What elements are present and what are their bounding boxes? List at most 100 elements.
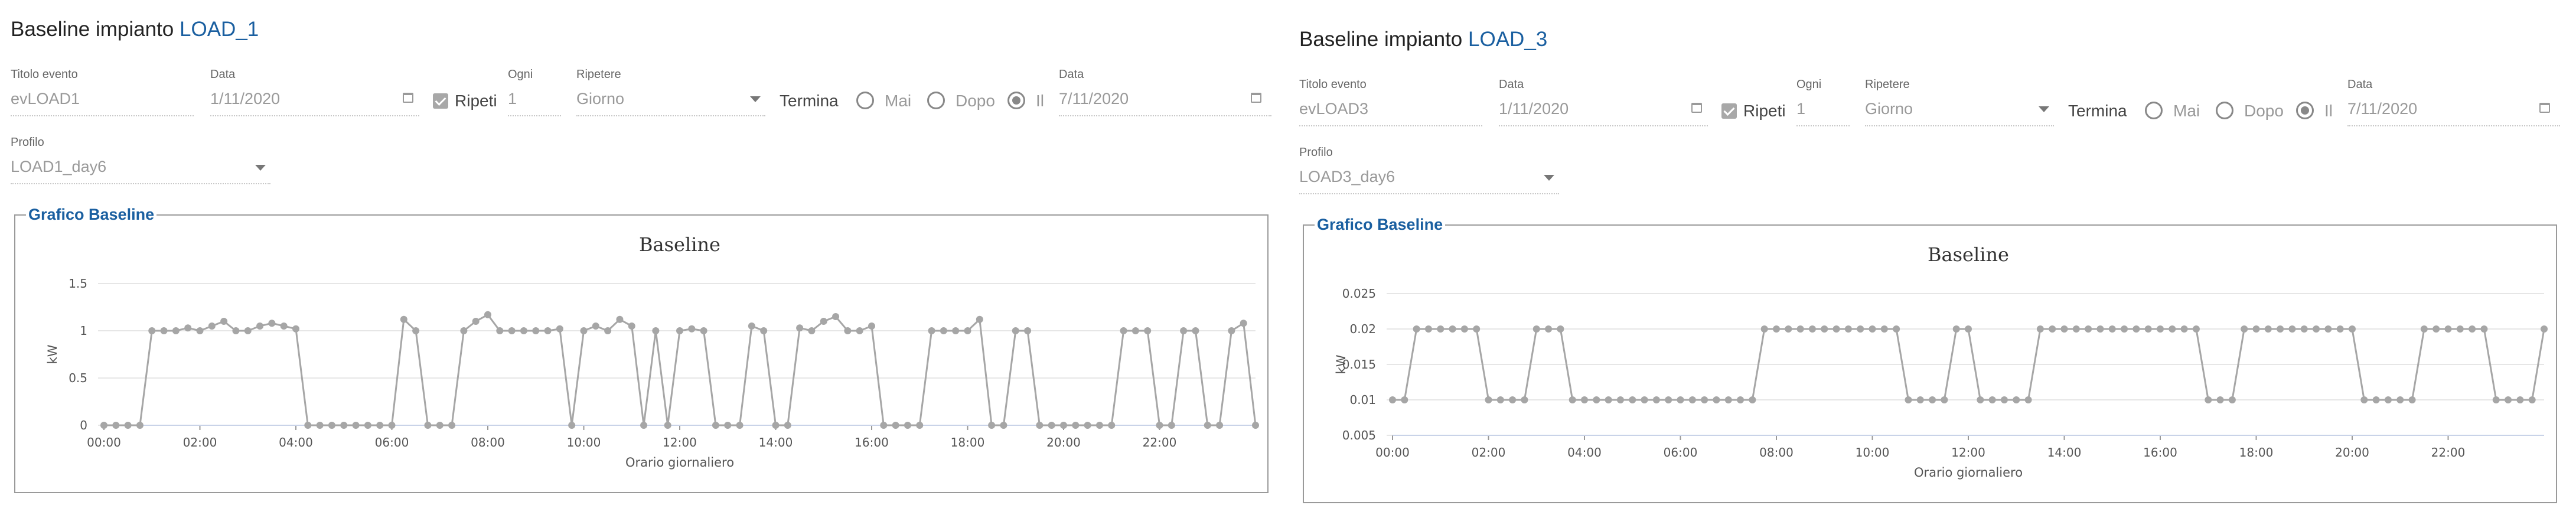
repeat-unit-select[interactable]: Giorno — [1865, 100, 1913, 118]
data-point — [2096, 325, 2104, 333]
data-point — [1677, 396, 1684, 403]
ends-after-radio[interactable] — [2216, 102, 2233, 119]
data-point — [1473, 325, 1481, 333]
y-tick-label: 0.025 — [1342, 286, 1376, 301]
profile-select[interactable]: LOAD1_day6 — [11, 158, 107, 175]
data-point — [1252, 422, 1259, 429]
y-tick-label: 0.5 — [69, 371, 87, 385]
data-point — [1581, 396, 1588, 403]
data-point — [2480, 325, 2488, 333]
data-point — [2144, 325, 2152, 333]
x-tick-label: 06:00 — [1664, 445, 1698, 460]
end-date-label: Data — [2347, 78, 2373, 91]
data-point — [2024, 396, 2032, 403]
data-point — [520, 327, 527, 334]
data-point — [1713, 396, 1720, 403]
data-point — [1844, 325, 1852, 333]
data-point — [100, 422, 107, 429]
data-point — [676, 327, 683, 334]
data-point — [796, 324, 804, 332]
ends-after-radio[interactable] — [927, 92, 945, 109]
x-tick-label: 06:00 — [375, 435, 409, 449]
data-point — [724, 422, 732, 429]
data-point — [772, 422, 780, 429]
repeat-unit-underline — [576, 115, 765, 116]
panel-title: Baseline impianto LOAD_1 — [11, 18, 259, 41]
data-point — [2085, 325, 2092, 333]
ends-never-radio[interactable] — [2145, 102, 2163, 119]
data-point — [1593, 396, 1600, 403]
data-point — [592, 322, 599, 330]
y-tick-label: 1.5 — [69, 276, 87, 291]
data-point — [1701, 396, 1708, 403]
data-point — [580, 327, 588, 334]
data-point — [124, 422, 132, 429]
data-point — [736, 422, 744, 429]
calendar-icon[interactable] — [2539, 103, 2550, 113]
x-tick-label: 20:00 — [2335, 445, 2369, 460]
data-point — [988, 422, 996, 429]
x-axis-label: Orario giornaliero — [1914, 465, 2023, 480]
repeat-checkbox[interactable] — [1721, 103, 1737, 119]
x-tick-label: 22:00 — [2431, 445, 2466, 460]
x-tick-label: 12:00 — [1951, 445, 1985, 460]
chart-title: Baseline — [639, 233, 720, 256]
repeat-checkbox[interactable] — [433, 93, 448, 109]
start-date-underline — [1499, 125, 1708, 126]
profile-select[interactable]: LOAD3_day6 — [1299, 168, 1395, 185]
data-point — [2072, 325, 2080, 333]
data-point — [1869, 325, 1876, 333]
start-date-input[interactable]: 1/11/2020 — [1499, 100, 1569, 118]
every-input[interactable]: 1 — [508, 90, 517, 107]
end-date-input[interactable]: 7/11/2020 — [2347, 100, 2418, 118]
data-point — [1024, 327, 1032, 334]
calendar-icon[interactable] — [1691, 103, 1702, 113]
every-label: Ogni — [1796, 78, 1822, 91]
data-point — [940, 327, 947, 334]
data-point — [1988, 396, 1996, 403]
data-point — [1204, 422, 1211, 429]
data-point — [664, 422, 671, 429]
data-point — [232, 327, 240, 334]
data-point — [2528, 396, 2536, 403]
every-input[interactable]: 1 — [1796, 100, 1806, 118]
start-date-input[interactable]: 1/11/2020 — [210, 90, 281, 107]
calendar-icon[interactable] — [403, 93, 413, 103]
caret-down-icon[interactable] — [750, 96, 761, 102]
data-point — [2264, 325, 2272, 333]
x-tick-label: 02:00 — [1472, 445, 1506, 460]
data-point — [2505, 396, 2512, 403]
caret-down-icon[interactable] — [2039, 106, 2049, 112]
caret-down-icon[interactable] — [1544, 175, 1554, 181]
data-point — [1509, 396, 1517, 403]
repeat-unit-select[interactable]: Giorno — [576, 90, 625, 107]
data-point — [1557, 325, 1564, 333]
profile-underline — [1299, 193, 1559, 194]
baseline-chart: Baseline 0.005 0.01 0.015 0.02 0.025 00:00 02:0… — [1334, 243, 2548, 480]
data-point — [1857, 325, 1864, 333]
caret-down-icon[interactable] — [255, 165, 266, 171]
end-date-underline — [2347, 125, 2560, 126]
data-point — [904, 422, 911, 429]
baseline-panel-load3: Baseline impianto LOAD_3 Titolo evento e… — [1299, 10, 2576, 531]
ends-on-radio[interactable] — [2296, 102, 2314, 119]
calendar-icon[interactable] — [1251, 93, 1261, 103]
x-tick-label: 16:00 — [2143, 445, 2177, 460]
ends-on-radio[interactable] — [1007, 92, 1025, 109]
end-date-underline — [1059, 115, 1271, 116]
data-point — [1773, 325, 1780, 333]
every-underline — [1796, 125, 1850, 126]
baseline-chart-fieldset: Grafico Baseline Baseline 0 0.5 1 1.5 00:00 02… — [14, 206, 1269, 493]
fieldset-legend: Grafico Baseline — [26, 206, 157, 224]
data-point — [148, 327, 156, 334]
ends-never-radio[interactable] — [856, 92, 874, 109]
start-date-label: Data — [210, 68, 236, 81]
chart-title: Baseline — [1928, 243, 2009, 266]
data-point — [1389, 396, 1396, 403]
end-date-input[interactable]: 7/11/2020 — [1059, 90, 1129, 107]
event-title-input[interactable]: evLOAD1 — [11, 90, 80, 107]
data-point — [2277, 325, 2284, 333]
data-point — [952, 327, 960, 334]
event-title-input[interactable]: evLOAD3 — [1299, 100, 1369, 118]
data-point — [460, 327, 468, 334]
